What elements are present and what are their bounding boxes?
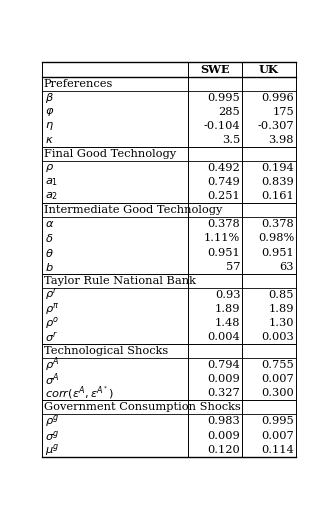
Text: 0.009: 0.009 (208, 431, 240, 440)
Text: $\varphi$: $\varphi$ (45, 106, 55, 118)
Text: -0.104: -0.104 (204, 121, 240, 131)
Text: $\sigma^A$: $\sigma^A$ (45, 371, 60, 388)
Text: $a_1$: $a_1$ (45, 176, 59, 188)
Text: 0.120: 0.120 (208, 445, 240, 454)
Text: 1.30: 1.30 (268, 318, 294, 328)
Text: 1.11%: 1.11% (204, 233, 240, 244)
Text: Government Consumption Shocks: Government Consumption Shocks (44, 402, 241, 412)
Text: $\kappa$: $\kappa$ (45, 135, 54, 145)
Text: 0.378: 0.378 (208, 219, 240, 229)
Text: 0.749: 0.749 (208, 177, 240, 187)
Text: $\beta$: $\beta$ (45, 90, 54, 105)
Text: 0.85: 0.85 (268, 290, 294, 300)
Text: 0.161: 0.161 (261, 191, 294, 201)
Text: 0.007: 0.007 (261, 374, 294, 384)
Text: $\rho$: $\rho$ (45, 162, 55, 174)
Text: 1.89: 1.89 (268, 304, 294, 314)
Text: 0.755: 0.755 (261, 360, 294, 370)
Text: Technological Shocks: Technological Shocks (44, 346, 168, 356)
Text: Final Good Technology: Final Good Technology (44, 149, 176, 159)
Text: 3.5: 3.5 (222, 135, 240, 145)
Text: 0.951: 0.951 (208, 248, 240, 258)
Text: 0.996: 0.996 (261, 93, 294, 103)
Text: $\rho^o$: $\rho^o$ (45, 315, 60, 331)
Text: 0.98%: 0.98% (258, 233, 294, 244)
Text: 3.98: 3.98 (268, 135, 294, 145)
Text: 0.114: 0.114 (261, 445, 294, 454)
Text: $\rho^{\pi}$: $\rho^{\pi}$ (45, 301, 60, 317)
Text: $\rho^g$: $\rho^g$ (45, 413, 60, 430)
Text: 0.794: 0.794 (208, 360, 240, 370)
Text: 0.492: 0.492 (208, 163, 240, 173)
Text: 0.300: 0.300 (261, 388, 294, 398)
Text: $\sigma^g$: $\sigma^g$ (45, 429, 60, 443)
Text: 0.983: 0.983 (208, 416, 240, 427)
Text: 0.251: 0.251 (208, 191, 240, 201)
Text: 0.378: 0.378 (261, 219, 294, 229)
Text: 1.48: 1.48 (215, 318, 240, 328)
Text: $\theta$: $\theta$ (45, 247, 54, 259)
Text: 0.839: 0.839 (261, 177, 294, 187)
Text: 0.93: 0.93 (215, 290, 240, 300)
Text: $\mu^g$: $\mu^g$ (45, 442, 60, 457)
Text: $corr(\varepsilon^A, \varepsilon^{A^*})$: $corr(\varepsilon^A, \varepsilon^{A^*})$ (45, 385, 114, 401)
Text: UK: UK (259, 64, 279, 75)
Text: $b$: $b$ (45, 261, 54, 272)
Text: 57: 57 (226, 262, 240, 271)
Text: 0.003: 0.003 (261, 332, 294, 342)
Text: $\rho^r$: $\rho^r$ (45, 287, 59, 302)
Text: 0.995: 0.995 (261, 416, 294, 427)
Text: 175: 175 (272, 107, 294, 117)
Text: 0.951: 0.951 (261, 248, 294, 258)
Text: Intermediate Good Technology: Intermediate Good Technology (44, 205, 222, 215)
Text: 0.194: 0.194 (261, 163, 294, 173)
Text: $\rho^A$: $\rho^A$ (45, 356, 60, 375)
Text: SWE: SWE (200, 64, 230, 75)
Text: 0.995: 0.995 (208, 93, 240, 103)
Text: Taylor Rule National Bank: Taylor Rule National Bank (44, 276, 196, 286)
Text: 0.327: 0.327 (208, 388, 240, 398)
Text: -0.307: -0.307 (257, 121, 294, 131)
Text: $a_2$: $a_2$ (45, 190, 59, 202)
Text: 0.004: 0.004 (208, 332, 240, 342)
Text: 0.007: 0.007 (261, 431, 294, 440)
Text: $\eta$: $\eta$ (45, 120, 54, 132)
Text: $\sigma^r$: $\sigma^r$ (45, 331, 59, 344)
Text: 0.009: 0.009 (208, 374, 240, 384)
Text: $\delta$: $\delta$ (45, 232, 54, 245)
Text: 63: 63 (280, 262, 294, 271)
Text: $\alpha$: $\alpha$ (45, 219, 55, 229)
Text: Preferences: Preferences (44, 79, 113, 88)
Text: 1.89: 1.89 (215, 304, 240, 314)
Text: 285: 285 (218, 107, 240, 117)
